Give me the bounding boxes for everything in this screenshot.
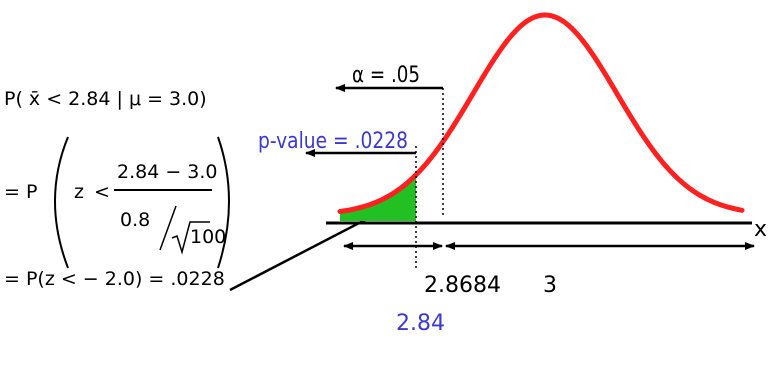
formula-line-2-prefix: = P — [4, 181, 37, 203]
denominator-sqrt-value: 100 — [190, 226, 226, 248]
x-axis-label: x — [754, 217, 767, 242]
p-value-shaded-area — [340, 175, 416, 221]
alpha-label: α = .05 — [352, 63, 420, 88]
critical-value-label: 2.8684 — [424, 273, 501, 298]
formula-line-3: = P(z < − 2.0) = .0228 — [4, 268, 225, 290]
fraction-numerator: 2.84 − 3.0 — [117, 161, 218, 183]
mean-label: 3 — [543, 273, 557, 298]
formula-line-1: P( x̄ < 2.84 | μ = 3.0) — [4, 88, 207, 110]
right-paren — [218, 137, 229, 268]
sample-mean-label: 2.84 — [396, 311, 445, 336]
less-than-sign: < — [94, 181, 110, 203]
p-value-label: p-value = .0228 — [258, 129, 408, 154]
normal-curve — [340, 15, 742, 212]
denominator-left: 0.8 — [120, 209, 150, 231]
left-paren — [55, 137, 68, 268]
denominator-slash — [160, 206, 176, 250]
z-variable: z — [74, 181, 84, 203]
formula-block: P( x̄ < 2.84 | μ = 3.0) = P z < 2.84 − 3… — [4, 88, 229, 290]
